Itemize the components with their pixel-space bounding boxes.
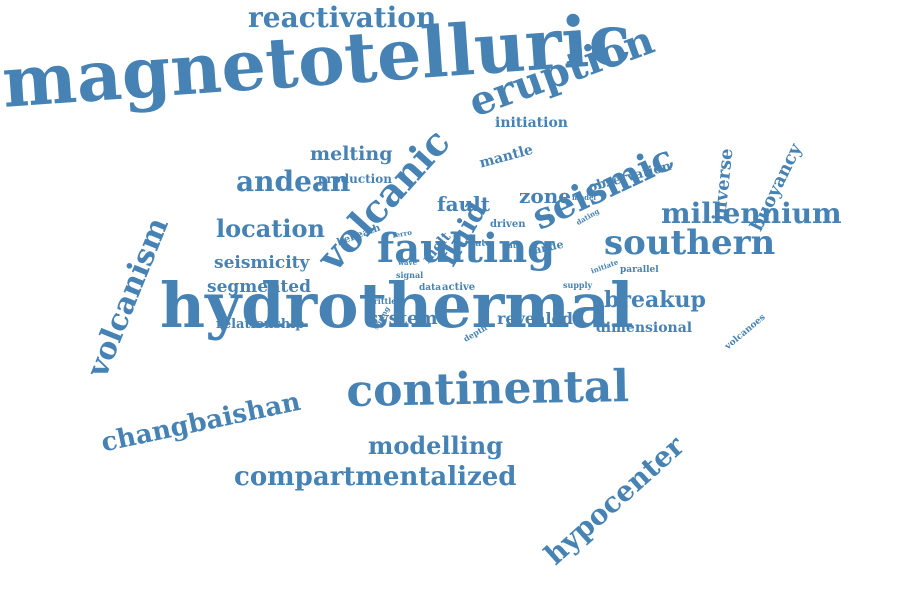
word-breakup: breakup: [604, 287, 706, 314]
word-zone: zone: [519, 184, 571, 208]
word-seismicity: seismicity: [214, 253, 310, 274]
word-supply: supply: [563, 279, 593, 290]
word-hypocenter: hypocenter: [537, 428, 691, 571]
word-compartmentalized: compartmentalized: [234, 462, 517, 493]
word-signal: signal: [396, 269, 424, 280]
word-modelling: modelling: [368, 430, 504, 460]
word-data: data: [419, 282, 442, 293]
word-model: model: [572, 193, 597, 203]
word-andean: andean: [236, 164, 351, 198]
word-continental: continental: [345, 360, 630, 417]
word-date: date: [502, 239, 522, 250]
word-initiation: initiation: [495, 114, 568, 131]
word-driven: driven: [490, 219, 526, 230]
word-revealed: revealed: [497, 309, 573, 329]
word-changbaishan: changbaishan: [98, 387, 304, 459]
word-late: late: [472, 238, 492, 249]
word-mantle: mantle: [477, 141, 535, 172]
word-relationship: relationship: [216, 316, 305, 332]
word-volcanoes: volcanoes: [723, 312, 768, 352]
word-location: location: [216, 213, 325, 243]
word-dimensional: dimensional: [596, 319, 693, 336]
word-reactivation: reactivation: [248, 0, 437, 34]
word-production: production: [318, 172, 392, 187]
word-active: active: [442, 282, 476, 293]
word-wave: wave: [398, 258, 418, 268]
word-system: system: [368, 307, 438, 329]
word-segmented: segmented: [207, 277, 311, 298]
word-brittle: brittle: [368, 295, 397, 306]
word-hydrothermal: hydrothermal: [160, 269, 634, 343]
word-melting: melting: [310, 142, 393, 165]
word-millennium: millennium: [661, 196, 842, 230]
word-fault: fault: [437, 192, 490, 216]
word-faulting: faulting: [377, 225, 556, 272]
word-southern: southern: [604, 222, 776, 263]
word-parallel: parallel: [620, 264, 659, 275]
